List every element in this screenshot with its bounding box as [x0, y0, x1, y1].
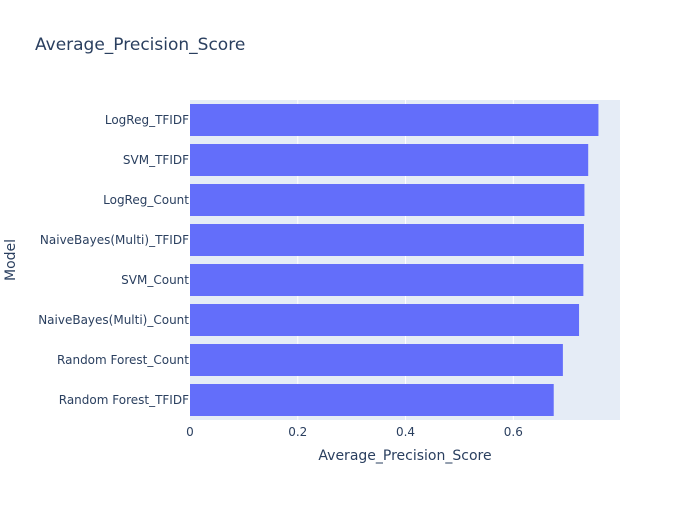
x-tick-labels: 0 0.2 0.4 0.6: [186, 425, 523, 439]
bar[interactable]: [190, 344, 563, 376]
bar[interactable]: [190, 184, 585, 216]
y-tick-label: NaiveBayes(Multi)_TFIDF: [40, 233, 189, 247]
x-tick-label: 0.2: [288, 425, 307, 439]
bars: [190, 104, 599, 416]
x-axis-title: Average_Precision_Score: [318, 448, 491, 464]
bar[interactable]: [190, 384, 554, 416]
y-tick-label: LogReg_Count: [103, 193, 189, 207]
bar[interactable]: [190, 104, 599, 136]
y-tick-labels: LogReg_TFIDF SVM_TFIDF LogReg_Count NaiveBa…: [38, 113, 189, 407]
y-tick-label: LogReg_TFIDF: [105, 113, 189, 127]
y-tick-label: SVM_TFIDF: [123, 153, 189, 167]
y-tick-label: NaiveBayes(Multi)_Count: [38, 313, 189, 327]
bar[interactable]: [190, 144, 589, 176]
x-tick-label: 0.4: [396, 425, 415, 439]
bar[interactable]: [190, 224, 584, 256]
bar[interactable]: [190, 304, 580, 336]
chart-title: Average_Precision_Score: [35, 35, 245, 55]
y-tick-label: Random Forest_TFIDF: [59, 393, 189, 407]
y-tick-label: Random Forest_Count: [57, 353, 189, 367]
x-tick-label: 0.6: [504, 425, 523, 439]
x-tick-label: 0: [186, 425, 194, 439]
y-tick-label: SVM_Count: [121, 273, 189, 287]
bar[interactable]: [190, 264, 584, 296]
y-axis-title: Model: [3, 239, 19, 281]
